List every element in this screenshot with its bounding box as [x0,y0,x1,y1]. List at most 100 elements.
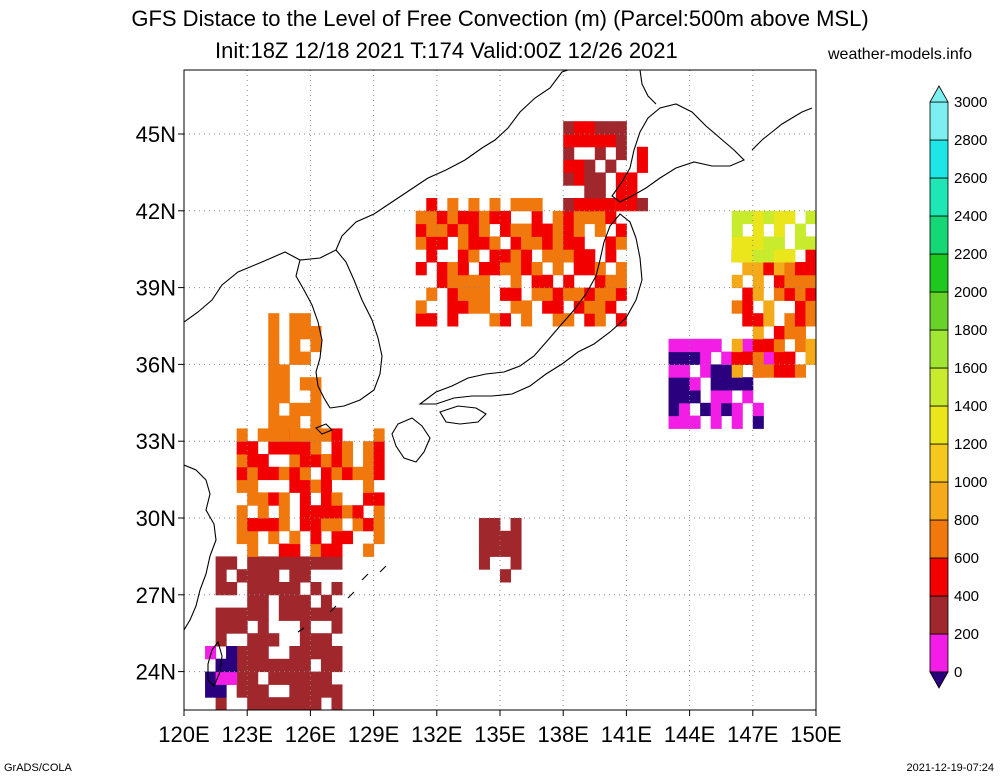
field-cell [268,658,280,673]
field-cell [363,518,375,532]
field-cell [731,223,743,237]
field-cell [236,607,248,621]
field-cell [278,505,290,519]
field-cell [299,454,311,468]
field-cell [320,594,332,609]
legend-label: 600 [954,550,979,567]
field-cell [257,620,269,634]
field-cell [752,402,764,417]
legend-swatch [929,177,949,217]
field-cell [531,210,543,225]
field-cell [615,172,627,186]
field-cell [331,492,343,506]
field-cell [731,236,743,250]
field-cell [510,530,522,545]
field-cell [752,210,764,225]
field-cell [447,313,459,327]
field-cell [615,134,627,148]
field-cell [268,530,280,545]
field-cell [289,454,301,468]
field-cell [573,262,585,276]
field-cell [236,620,248,634]
field-cell [310,684,322,698]
field-cell [278,390,290,404]
coast-jeju [315,423,333,435]
lon-tick-label: 141E [601,722,652,747]
field-cell [257,594,269,609]
field-cell [510,300,522,314]
coast-sakhalin [639,70,657,105]
field-cell [615,274,627,289]
field-cell [510,543,522,557]
field-cell [310,377,322,391]
legend-label: 1000 [954,474,987,491]
legend-label: 1200 [954,436,987,453]
legend-label: 800 [954,512,979,529]
field-cell [310,556,322,570]
field-cell [268,313,280,327]
field-cell [342,505,354,519]
field-cell [289,684,301,698]
field-cell [478,530,490,545]
field-cell [268,633,280,647]
field-cell [773,287,785,301]
field-cell [299,684,311,698]
axis-ticks: 120E 123E 126E 129E 132E 135E 138E 141E 144E 147E… [136,122,842,747]
field-cell [584,287,596,301]
field-cell [784,274,796,289]
field-cell [299,505,311,519]
field-cell [489,313,501,327]
field-cell [773,326,785,340]
field-cell [542,287,554,301]
lat-tick-label: 36N [136,352,176,377]
field-cell [257,556,269,570]
field-cell [605,198,617,212]
lat-tick-label: 30N [136,506,176,531]
legend-arrow-high [929,85,949,103]
field-cell [257,697,269,710]
field-cell [742,236,754,250]
field-cell [805,210,816,225]
field-cell [320,646,332,660]
field-cell [226,582,238,596]
field-cell [226,658,238,673]
lon-tick-label: 132E [411,722,462,747]
field-cell [310,428,322,442]
field-cell [352,518,364,532]
field-cell [700,351,712,365]
legend-label: 2600 [954,170,987,187]
field-cell [426,198,438,212]
field-cell [257,454,269,468]
lon-tick-label: 150E [790,722,841,747]
field-cell [573,287,585,301]
legend-swatch [929,519,949,559]
field-cell [247,479,259,493]
field-cell [289,402,301,417]
field-cell [510,556,522,570]
field-cell [457,223,469,237]
field-cell [247,454,259,468]
field-cell [310,338,322,353]
field-cell [563,134,575,148]
field-cell [257,684,269,698]
field-cell [773,351,785,365]
field-cell [721,390,733,404]
field-cell [742,210,754,225]
field-cell [289,351,301,365]
field-region [415,198,627,327]
field-cell [310,518,322,532]
field-cell [710,390,722,404]
field-cell [700,364,712,378]
field-cell [731,364,743,378]
field-cell [363,466,375,481]
field-cell [752,223,764,237]
field-cell [342,530,354,545]
lat-tick-label: 33N [136,429,176,454]
field-cell [636,198,648,212]
field-cell [784,249,796,263]
field-cell [310,402,322,417]
field-cell [721,402,733,417]
field-cell [331,530,343,545]
field-cell [236,646,248,660]
field-cell [342,454,354,468]
